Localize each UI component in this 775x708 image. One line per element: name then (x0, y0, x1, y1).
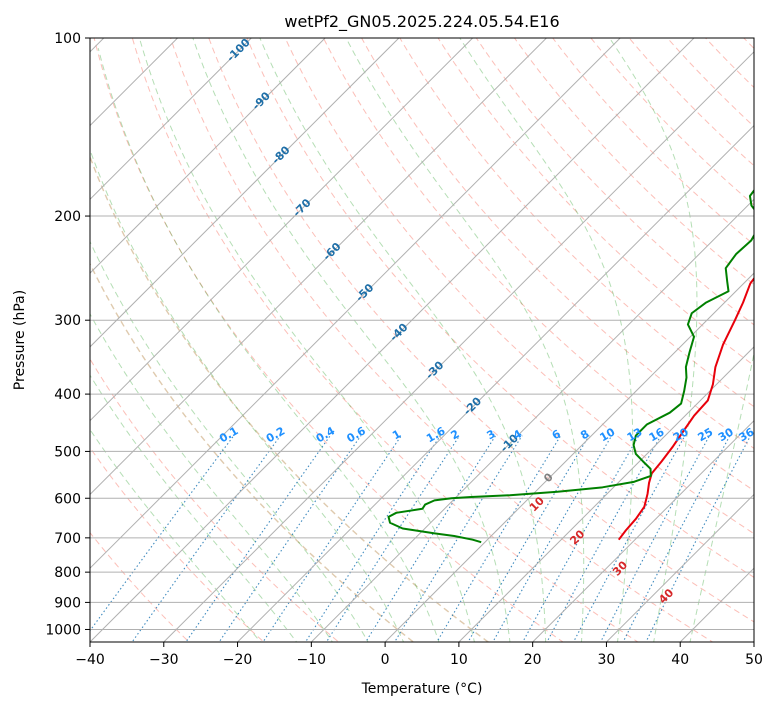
moist-adiabat (90, 428, 262, 642)
y-tick-label: 400 (54, 387, 81, 403)
y-tick-label: 500 (54, 444, 81, 460)
moist-adiabat (90, 148, 405, 642)
moist-adiabat (345, 38, 585, 642)
x-tick-label: 40 (671, 652, 689, 668)
dry-adiabat (90, 358, 340, 642)
mixing-ratio-line (645, 435, 752, 642)
dry-adiabat (93, 38, 564, 642)
x-tick-label: −30 (149, 652, 179, 668)
moist-adiabat (90, 312, 333, 642)
isotherm-grid-line (90, 38, 474, 422)
isotherm-grid-line (90, 38, 252, 201)
moist-adiabat (259, 38, 547, 642)
mixing-ratio-line (622, 435, 731, 642)
moist-adiabat (689, 351, 754, 642)
moist-adiabat (608, 38, 698, 642)
dry-adiabat (90, 446, 265, 642)
moist-adiabat (97, 47, 440, 642)
mixing-ratio-line (131, 435, 281, 642)
moist-adiabat (459, 38, 634, 642)
mixing-ratio-line (546, 435, 662, 642)
isotherm-grid-line (90, 38, 326, 274)
mixing-ratio-line (600, 435, 711, 642)
dry-adiabat (475, 38, 754, 326)
y-tick-label: 800 (54, 565, 81, 581)
dry-adiabat (208, 38, 754, 623)
moist-adiabat (90, 240, 369, 642)
y-tick-label: 300 (54, 313, 81, 329)
mixing-ratio-line (365, 435, 497, 642)
x-tick-label: 10 (450, 652, 468, 668)
x-tick-label: 0 (381, 652, 390, 668)
dry-adiabat (90, 262, 415, 642)
y-tick-label: 600 (54, 491, 81, 507)
isotherm-grid-line (532, 419, 754, 642)
y-tick-label: 900 (54, 595, 81, 611)
y-axis-label: Pressure (hPa) (12, 290, 28, 390)
isotherm-grid-line (458, 346, 754, 642)
x-tick-label: −40 (75, 652, 105, 668)
isotherm-grid-line (90, 38, 547, 496)
mixing-ratio-line (492, 435, 613, 642)
dewpoint-profile-line (387, 188, 754, 544)
mixing-ratio-line (436, 435, 562, 642)
dry-adiabat (437, 38, 754, 367)
x-tick-label: −10 (297, 652, 327, 668)
plot-clip-group (90, 38, 754, 642)
dry-adiabat (246, 38, 754, 578)
plot-area: -100-90-80-70-60-50-40-30-20-1000.1 0.2 0.… (45, 31, 763, 668)
x-tick-label: 20 (524, 652, 542, 668)
y-tick-label: 200 (54, 209, 81, 225)
mixing-ratio-line (467, 435, 590, 642)
chart-title: wetPf2_GN05.2025.224.05.54.E16 (284, 12, 559, 32)
moist-adiabat (138, 38, 475, 642)
isotherm-grid-line (237, 124, 754, 642)
x-axis-label: Temperature (°C) (361, 681, 483, 697)
dry-adiabat (361, 38, 754, 450)
isotherm-grid-line (163, 51, 754, 642)
mixing-ratio-line (393, 435, 523, 642)
mixing-ratio-line (572, 435, 686, 642)
dry-adiabat (170, 38, 714, 642)
mixing-ratio-line (522, 435, 640, 642)
mixing-ratio-line (218, 435, 362, 642)
x-tick-label: −20 (223, 652, 253, 668)
isotherm-grid-line (90, 38, 621, 569)
isotherm-grid-line (90, 38, 400, 348)
y-tick-label: 100 (54, 31, 81, 47)
isotherm-grid-line (90, 38, 695, 642)
dry-adiabat (90, 531, 190, 642)
y-tick-label: 700 (54, 531, 81, 547)
x-tick-label: 50 (745, 652, 763, 668)
mixing-ratio-line (185, 435, 331, 642)
dry-adiabat (399, 38, 754, 408)
dry-adiabat (284, 38, 754, 535)
isotherm-grid-line (384, 272, 754, 642)
x-tick-label: 30 (598, 652, 616, 668)
mixing-ratio-line (262, 435, 402, 642)
plot-frame (89, 37, 755, 643)
isotherm-grid-line (310, 198, 754, 642)
isotherm-grid-line (606, 493, 754, 642)
temperature-profile-line (617, 276, 754, 541)
dry-adiabat (131, 38, 639, 642)
y-tick-label: 1000 (45, 622, 81, 638)
